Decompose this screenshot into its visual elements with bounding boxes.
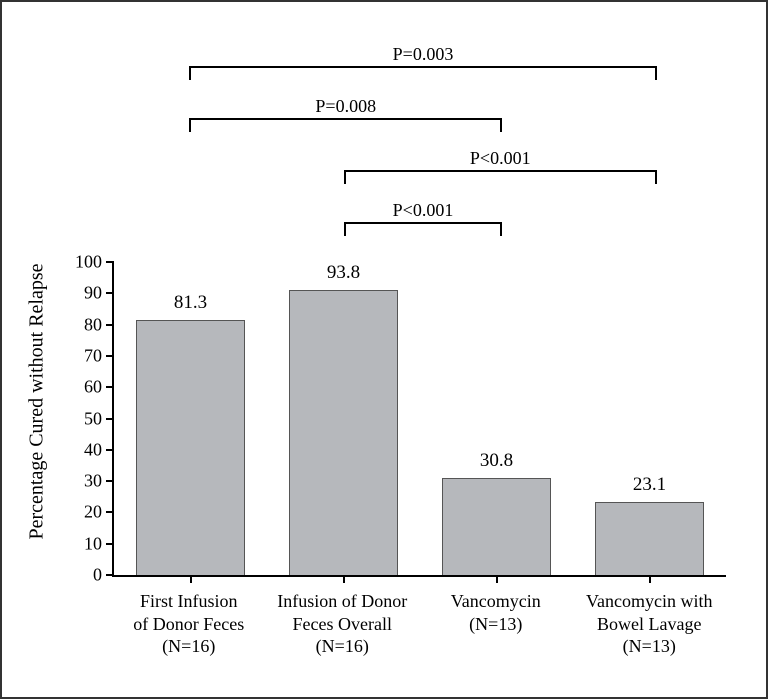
chart-box: Percentage Cured without Relapse 81.3 93.… (12, 12, 756, 687)
chart-frame: Percentage Cured without Relapse 81.3 93.… (0, 0, 768, 699)
bar (595, 502, 704, 575)
y-tick-label: 0 (93, 565, 114, 586)
y-tick-label: 30 (84, 471, 114, 492)
y-tick-label: 90 (84, 283, 114, 304)
x-axis-label: Infusion of DonorFeces Overall(N=16) (266, 582, 420, 687)
plot-area: 81.393.830.823.1 0102030405060708090100 (112, 262, 726, 577)
p-value-label: P=0.003 (393, 44, 454, 65)
bar (289, 290, 398, 575)
x-axis-label: Vancomycin(N=13) (419, 582, 573, 687)
bar-value-label: 81.3 (174, 292, 207, 314)
x-axis-label: Vancomycin withBowel Lavage(N=13) (573, 582, 727, 687)
y-tick-label: 60 (84, 377, 114, 398)
y-tick-label: 80 (84, 314, 114, 335)
y-tick-label: 20 (84, 502, 114, 523)
x-labels-row: First Infusionof Donor Feces(N=16)Infusi… (112, 582, 726, 687)
bars-container: 81.3 93.8 30.8 23.1 (114, 262, 726, 575)
comparison-bracket: P=0.003 (189, 66, 657, 80)
comparison-bracket: P=0.008 (189, 118, 502, 132)
y-tick-label: 100 (75, 252, 114, 273)
y-tick-label: 50 (84, 408, 114, 429)
bar (136, 320, 245, 575)
x-axis-label: First Infusionof Donor Feces(N=16) (112, 582, 266, 687)
comparison-bracket: P<0.001 (344, 222, 503, 236)
y-axis-label: Percentage Cured without Relapse (26, 263, 49, 539)
y-tick-label: 10 (84, 533, 114, 554)
bar (442, 478, 551, 575)
bar-value-label: 30.8 (480, 450, 513, 472)
bar-slot: 23.1 (573, 262, 726, 575)
y-tick-label: 70 (84, 345, 114, 366)
bar-slot: 30.8 (420, 262, 573, 575)
p-value-label: P<0.001 (393, 200, 454, 221)
bar-slot: 93.8 (267, 262, 420, 575)
bar-slot: 81.3 (114, 262, 267, 575)
comparison-bracket: P<0.001 (344, 170, 657, 184)
bar-value-label: 93.8 (327, 262, 360, 284)
y-tick-label: 40 (84, 439, 114, 460)
p-value-label: P=0.008 (315, 96, 376, 117)
p-value-label: P<0.001 (470, 148, 531, 169)
bar-value-label: 23.1 (633, 474, 666, 496)
